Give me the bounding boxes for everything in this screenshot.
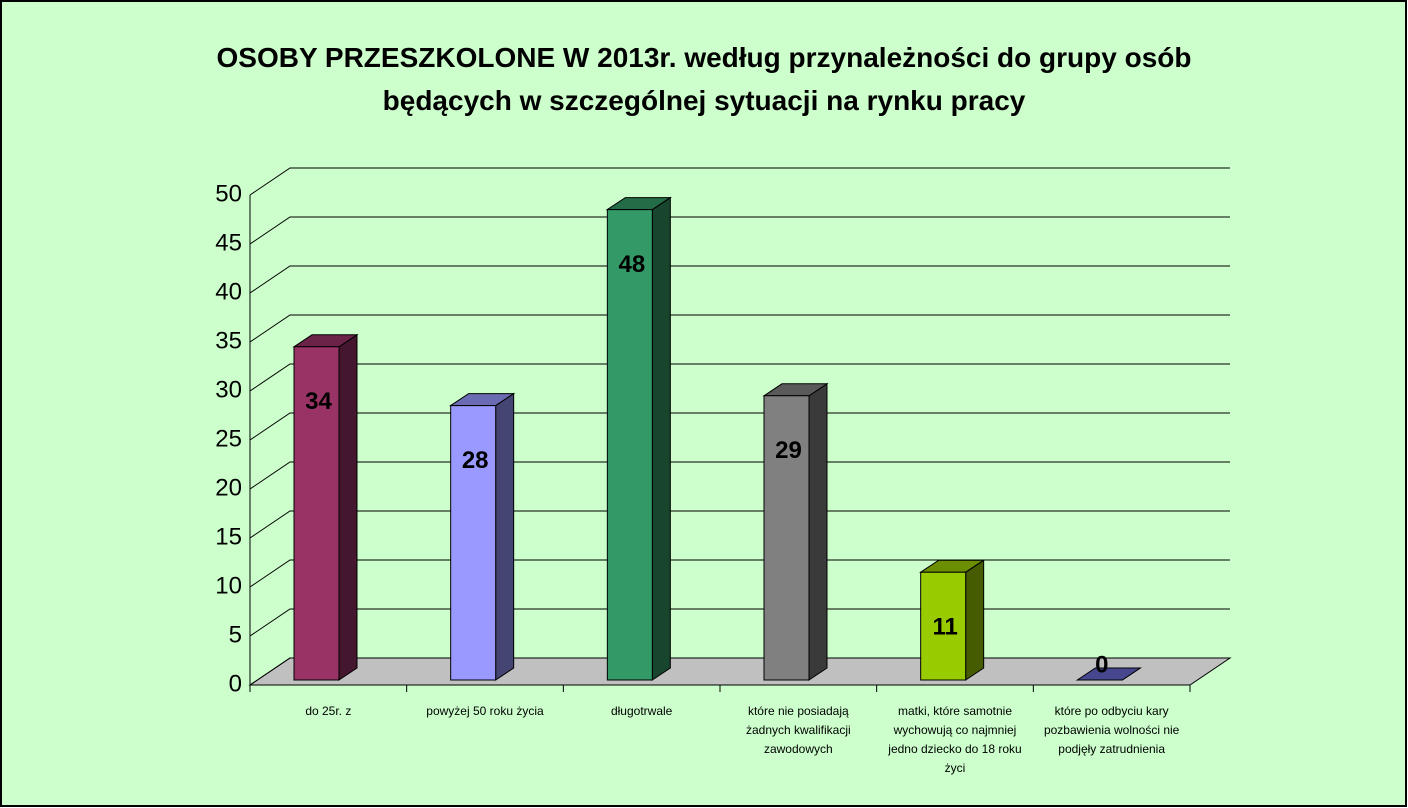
value-label: 48: [618, 251, 645, 278]
bar-face: [338, 333, 358, 681]
y-tick-label: 25: [215, 425, 242, 452]
x-tick-label: powyżej 50 roku życia: [426, 704, 544, 718]
value-label: 29: [775, 437, 802, 464]
x-tick-label: do 25r. z: [305, 704, 352, 718]
y-tick-label: 35: [215, 327, 242, 354]
bar-face: [965, 559, 985, 681]
grid-line: [249, 461, 1230, 490]
x-tick-label: matki, które samotnie wychowują co najmn…: [888, 704, 1022, 775]
bar: [762, 382, 829, 681]
bar-face: [763, 395, 810, 681]
bar-face: [293, 346, 340, 681]
bar-face: [920, 571, 967, 681]
value-label: 34: [305, 388, 332, 415]
bar: [919, 559, 986, 681]
y-tick-label: 45: [215, 229, 242, 256]
y-tick-label: 0: [229, 670, 242, 697]
grid-line: [249, 608, 1230, 637]
grid-line: [249, 167, 1230, 196]
bar: [449, 392, 516, 681]
x-tick-label: które po odbyciu kary pozbawienia wolnoś…: [1043, 704, 1180, 756]
chart-title: OSOBY PRZESZKOLONE W 2013r. według przyn…: [216, 42, 1192, 116]
bar-face: [808, 382, 828, 681]
bar-face: [495, 392, 515, 681]
grid-line: [249, 412, 1230, 441]
bar-face: [651, 196, 671, 681]
grid-line: [249, 314, 1230, 343]
grid-line: [249, 510, 1230, 539]
grid-line: [249, 363, 1230, 392]
y-tick-label: 10: [215, 572, 242, 599]
bar: [605, 196, 672, 681]
y-tick-label: 5: [229, 621, 242, 648]
y-tick-label: 50: [215, 180, 242, 207]
x-tick-label: długotrwale: [610, 704, 673, 718]
grid-line: [249, 265, 1230, 294]
value-label: 0: [1095, 651, 1108, 678]
y-tick-label: 15: [215, 523, 242, 550]
floor: [248, 657, 1232, 686]
y-tick-label: 40: [215, 278, 242, 305]
grid-line: [249, 559, 1230, 588]
grid-line: [249, 657, 1230, 686]
value-label: 28: [462, 447, 489, 474]
bar: [292, 333, 359, 681]
x-tick-label: które nie posiadają żadnych kwalifikacji…: [745, 704, 851, 756]
bar-face: [450, 405, 497, 681]
y-tick-label: 20: [215, 474, 242, 501]
y-tick-label: 30: [215, 376, 242, 403]
value-label: 11: [932, 614, 957, 641]
bar: [1075, 667, 1142, 681]
bar-face: [606, 209, 653, 681]
grid-line: [249, 216, 1230, 245]
